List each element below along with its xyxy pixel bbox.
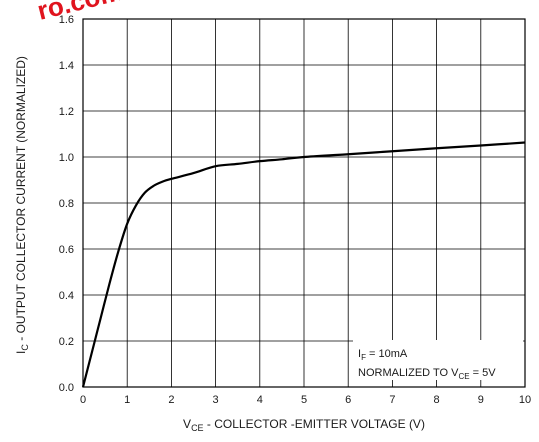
grid: [82, 18, 526, 388]
x-tick-label: 1: [124, 394, 130, 406]
watermark-text: ro.com: [34, 0, 125, 26]
y-tick-label: 1.2: [59, 106, 74, 118]
x-tick-label: 10: [519, 394, 531, 406]
series: [81, 141, 526, 388]
x-tick-label: 8: [434, 394, 440, 406]
y-axis-label: IC - OUTPUT COLLECTOR CURRENT (NORMALIZE…: [14, 56, 30, 354]
y-tick-label: 0.2: [59, 336, 74, 348]
x-axis-label: VCE - COLLECTOR -EMITTER VOLTAGE (V): [183, 417, 425, 433]
x-tick-label: 7: [389, 394, 395, 406]
x-tick-label: 5: [301, 394, 307, 406]
x-tick-label: 4: [257, 394, 263, 406]
annotation-normalized: NORMALIZED TO VCE = 5V: [358, 367, 496, 381]
x-tick-label: 0: [80, 394, 86, 406]
y-tick-label: 0.0: [59, 382, 74, 394]
plot-frame: [82, 18, 526, 388]
y-tick-label: 0.4: [59, 290, 74, 302]
x-tick-label: 2: [168, 394, 174, 406]
y-tick-label: 1.6: [59, 14, 74, 26]
series-line: [81, 141, 526, 388]
annotation-box: [353, 340, 523, 380]
x-tick-label: 6: [345, 394, 351, 406]
annotation-forward-current: IF = 10mA: [358, 348, 408, 362]
x-tick-label: 3: [213, 394, 219, 406]
tick-labels: 0 1 2 3 4 5 6 7 8 9 10 0.0 0.2 0.4 0.6 0.8 1.0 1.2 1.4 1.6: [59, 14, 531, 406]
y-tick-label: 1.0: [59, 152, 74, 164]
y-tick-label: 1.4: [59, 60, 74, 72]
y-tick-label: 0.8: [59, 198, 74, 210]
x-tick-label: 9: [478, 394, 484, 406]
y-tick-label: 0.6: [59, 244, 74, 256]
